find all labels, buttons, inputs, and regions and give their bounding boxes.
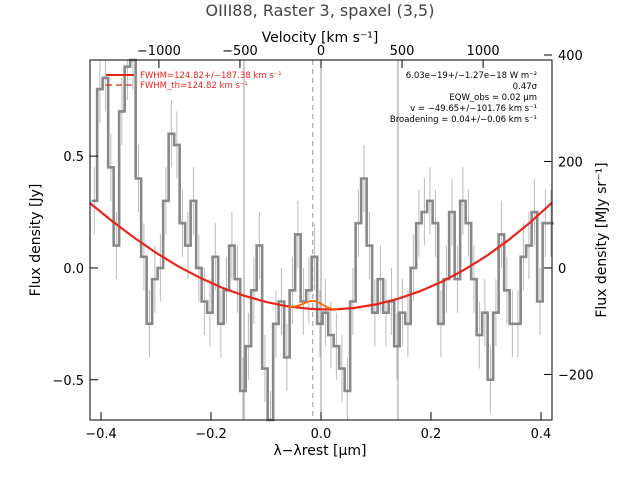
annotation-flux: 6.03e−19+/−1.27e−18 W m⁻² xyxy=(406,71,537,81)
top-tick-label: −1000 xyxy=(137,44,181,59)
y-tick-label: 0.0 xyxy=(63,262,84,277)
x-tick-label: 0.4 xyxy=(531,427,552,442)
annotation-sigma: 0.47σ xyxy=(513,82,538,92)
annotation-velocity: v = −49.65+/−101.76 km s⁻¹ xyxy=(410,104,537,114)
right-tick-label: 0 xyxy=(558,262,566,277)
y-tick-label: −0.5 xyxy=(52,374,84,389)
top-tick-label: 500 xyxy=(390,44,415,59)
top-tick-label: −500 xyxy=(222,44,258,59)
data-series xyxy=(89,58,554,422)
legend-label-fwhm: FWHM=124.82+/−187.38 km s⁻¹ xyxy=(140,71,282,81)
top-axis-label: Velocity [km s⁻¹] xyxy=(262,30,379,46)
annotation-eqw: EQW_obs = 0.02 μm xyxy=(449,93,537,103)
line-fit-curve xyxy=(287,300,338,311)
top-tick-label: 1000 xyxy=(467,44,500,59)
legend-label-fwhm-th: FWHM_th=124.82 km s⁻¹ xyxy=(140,81,248,91)
chart-title: OIII88, Raster 3, spaxel (3,5) xyxy=(206,1,435,20)
continuum-fit-line xyxy=(89,201,553,311)
x-tick-label: 0.2 xyxy=(421,427,442,442)
top-tick-label: 0 xyxy=(317,44,325,59)
x-tick-label: −0.2 xyxy=(195,427,227,442)
x-tick-label: −0.4 xyxy=(85,427,117,442)
right-axis-label: Flux density [MJy sr⁻¹] xyxy=(594,162,610,317)
reference-lines xyxy=(243,60,399,420)
x-axis-label: λ−λrest [μm] xyxy=(273,443,366,459)
right-tick-label: 200 xyxy=(558,155,583,170)
right-tick-label: 400 xyxy=(558,49,583,64)
fit-annotations: 6.03e−19+/−1.27e−18 W m⁻² 0.47σ EQW_obs … xyxy=(390,71,538,125)
annotation-broadening: Broadening = 0.04+/−0.06 km s⁻¹ xyxy=(390,115,537,125)
x-tick-label: 0.0 xyxy=(311,427,332,442)
legend: FWHM=124.82+/−187.38 km s⁻¹ FWHM_th=124.… xyxy=(106,71,282,91)
y-axis-label: Flux density [Jy] xyxy=(28,184,44,297)
right-tick-label: −200 xyxy=(558,368,594,383)
y-tick-label: 0.5 xyxy=(63,150,84,165)
spectrum-step-line xyxy=(91,58,554,422)
axis-ticks: −0.4 −0.2 0.0 0.2 0.4 −0.5 0.0 0.5 −1000 −500 0 500… xyxy=(52,44,593,442)
